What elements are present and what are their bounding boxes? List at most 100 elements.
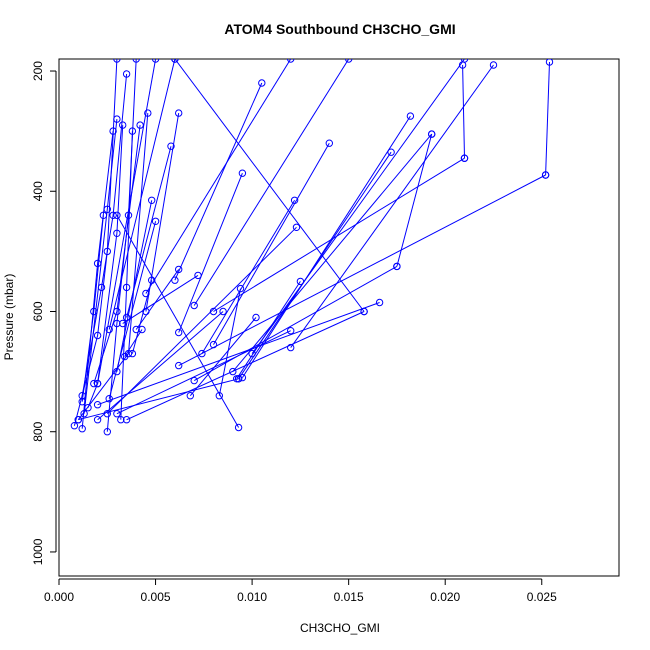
series-21: [93, 298, 384, 409]
data-point: [238, 169, 247, 177]
data-point: [132, 59, 140, 63]
data-point: [171, 276, 179, 284]
series-line: [396, 133, 433, 267]
series-line: [108, 59, 176, 330]
series-31: [175, 169, 247, 337]
data-point: [175, 328, 183, 337]
data-point: [103, 247, 112, 256]
x-axis: 0.000 0.005 0.010 0.015 0.020 0.025: [44, 578, 557, 604]
series-line: [83, 119, 118, 414]
data-point: [132, 325, 140, 334]
series-23: [186, 313, 260, 400]
data-point: [121, 352, 129, 361]
series-42: [113, 211, 243, 432]
series-line: [545, 61, 550, 176]
data-point: [113, 211, 121, 220]
series-7: [80, 115, 121, 418]
data-point: [175, 361, 183, 370]
data-point: [458, 61, 467, 69]
series-line: [116, 215, 240, 428]
data-point: [103, 428, 112, 436]
series-line: [213, 157, 465, 312]
data-point: [292, 223, 301, 232]
data-point: [74, 416, 83, 424]
data-point: [90, 379, 98, 388]
y-tick-label: 800: [31, 421, 45, 441]
series-37: [287, 61, 498, 352]
data-point: [190, 376, 198, 385]
series-line: [81, 215, 104, 402]
x-axis-label: CH3CHO_GMI: [300, 621, 380, 635]
series-line: [251, 59, 465, 354]
data-point: [103, 205, 112, 214]
y-tick-label: 1000: [31, 538, 45, 565]
series-line: [174, 59, 365, 312]
data-point: [360, 307, 368, 316]
data-point: [460, 154, 469, 162]
data-point: [103, 410, 112, 418]
data-point: [119, 319, 127, 328]
data-point: [325, 139, 333, 147]
data-point: [489, 61, 498, 69]
series-line: [193, 59, 350, 306]
data-point: [122, 283, 131, 292]
series-line: [145, 59, 292, 294]
x-tick-label: 0.000: [44, 590, 74, 604]
x-tick-label: 0.015: [334, 590, 364, 604]
series-line: [97, 311, 224, 421]
data-point: [113, 410, 121, 418]
series-6: [78, 127, 117, 433]
data-point: [128, 127, 137, 135]
series-24: [215, 284, 245, 400]
data-point: [93, 401, 102, 409]
series-line: [290, 64, 494, 348]
data-point: [248, 349, 256, 358]
data-point: [119, 121, 127, 129]
data-point: [387, 148, 395, 156]
series-line: [178, 173, 243, 333]
series-44: [105, 59, 179, 334]
data-point: [190, 301, 198, 310]
data-point: [345, 59, 353, 63]
data-point: [151, 217, 160, 226]
data-point: [219, 307, 227, 316]
series-line: [77, 113, 149, 421]
data-point: [93, 379, 102, 388]
series-line: [81, 131, 114, 429]
data-point: [113, 367, 121, 376]
data-point: [393, 262, 401, 271]
data-point: [198, 349, 206, 358]
data-point: [113, 59, 121, 63]
x-tick-label: 0.020: [430, 590, 460, 604]
data-point: [93, 331, 102, 340]
y-tick-label: 400: [31, 181, 45, 201]
series-line: [189, 317, 257, 397]
data-point: [194, 271, 202, 280]
series-41: [393, 130, 436, 271]
series-33: [142, 59, 295, 298]
data-point: [406, 112, 415, 120]
x-tick-label: 0.005: [141, 590, 171, 604]
series-32: [190, 59, 353, 310]
series-line: [124, 329, 143, 357]
data-point: [167, 142, 175, 150]
series-line: [193, 265, 398, 382]
series-line: [120, 131, 133, 420]
series-28: [238, 112, 415, 382]
data-point: [105, 325, 113, 334]
data-point: [258, 79, 266, 87]
series-line: [97, 302, 380, 406]
series-47: [93, 307, 227, 424]
data-point: [128, 349, 137, 358]
series-line: [97, 59, 157, 384]
y-axis-label: Pressure (mbar): [2, 274, 16, 361]
data-point: [171, 59, 179, 63]
series-line: [218, 288, 241, 396]
data-point: [215, 392, 224, 400]
chart-title: ATOM4 Southbound CH3CHO_GMI: [224, 21, 455, 37]
data-point: [233, 375, 241, 383]
data-point: [229, 367, 237, 376]
data-point: [113, 319, 121, 328]
data-point: [80, 410, 88, 418]
data-point: [234, 375, 243, 383]
